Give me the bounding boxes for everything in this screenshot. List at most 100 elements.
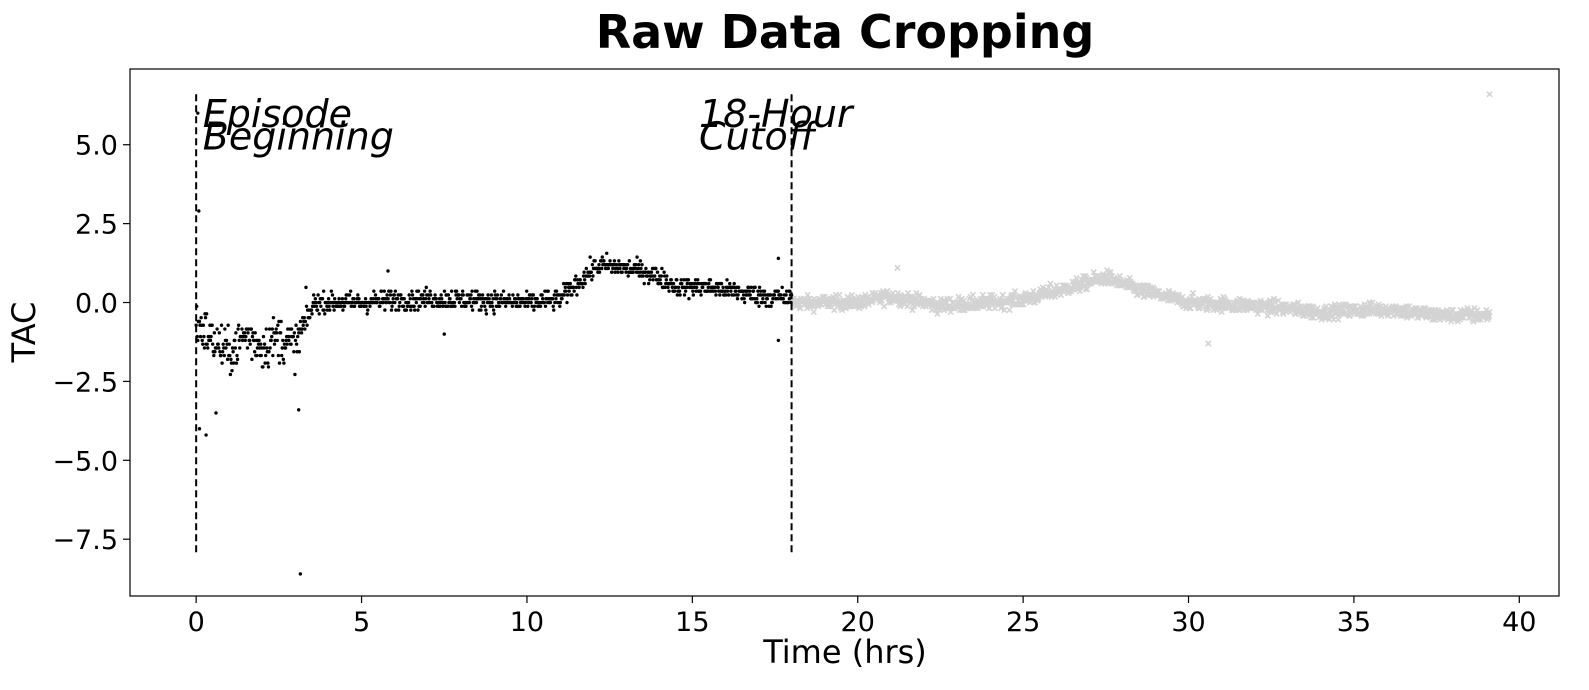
data-point-kept bbox=[264, 327, 268, 331]
data-point-kept bbox=[220, 361, 224, 365]
data-point-kept bbox=[707, 281, 711, 286]
data-point-kept bbox=[591, 274, 595, 278]
data-point-kept bbox=[227, 342, 231, 346]
data-point-cropped bbox=[934, 310, 941, 318]
data-point-kept bbox=[614, 262, 619, 267]
data-point-kept bbox=[675, 293, 680, 297]
data-point-kept bbox=[612, 259, 617, 263]
data-point-kept bbox=[428, 293, 433, 297]
data-point-kept bbox=[719, 281, 724, 286]
data-point-kept bbox=[529, 297, 534, 301]
data-point-kept bbox=[564, 289, 568, 293]
data-point-kept bbox=[289, 342, 293, 346]
data-point-kept bbox=[492, 289, 497, 293]
data-point-kept bbox=[784, 293, 788, 297]
data-point-kept bbox=[402, 297, 406, 301]
data-point-kept bbox=[234, 331, 238, 335]
data-point-kept bbox=[749, 285, 753, 290]
data-point-kept bbox=[294, 323, 298, 327]
data-point-cropped bbox=[1483, 306, 1490, 314]
x-axis: 0 5 10 15 20 25 30 35 40 bbox=[188, 596, 1536, 638]
data-point-kept bbox=[757, 304, 761, 309]
data-point-cropped bbox=[1140, 293, 1148, 301]
chart-title: Raw Data Cropping bbox=[596, 5, 1095, 59]
data-point-kept bbox=[483, 304, 487, 309]
data-point-kept bbox=[497, 300, 501, 305]
data-point-kept bbox=[276, 353, 281, 358]
data-point-kept bbox=[526, 304, 530, 309]
data-point-kept bbox=[665, 274, 669, 278]
data-point-kept bbox=[383, 308, 387, 312]
data-point-kept bbox=[696, 278, 700, 282]
data-point-cropped bbox=[1011, 287, 1019, 295]
data-point-kept bbox=[270, 327, 275, 331]
data-point-kept bbox=[279, 353, 284, 358]
data-point-kept bbox=[365, 312, 369, 316]
data-point-kept bbox=[285, 342, 289, 346]
data-point-kept bbox=[590, 278, 594, 282]
data-point-kept bbox=[653, 274, 657, 278]
data-point-cropped bbox=[797, 305, 804, 312]
data-point-kept bbox=[644, 266, 648, 271]
data-point-kept bbox=[298, 572, 303, 576]
data-point-kept bbox=[238, 346, 242, 350]
data-point-kept bbox=[287, 338, 291, 343]
data-point-kept bbox=[263, 361, 267, 365]
data-point-kept bbox=[507, 293, 511, 297]
data-point-kept bbox=[243, 331, 247, 335]
data-point-kept bbox=[673, 285, 678, 290]
data-point-kept bbox=[252, 350, 257, 354]
data-point-kept bbox=[442, 332, 446, 336]
data-point-kept bbox=[475, 289, 479, 293]
data-point-kept bbox=[231, 350, 235, 354]
data-point-kept bbox=[515, 300, 519, 305]
data-point-cropped bbox=[1006, 306, 1013, 314]
data-point-kept bbox=[197, 427, 202, 431]
data-point-kept bbox=[250, 357, 254, 362]
data-point-kept bbox=[497, 304, 502, 309]
data-point-kept bbox=[389, 289, 393, 293]
data-point-kept bbox=[701, 285, 705, 290]
data-point-kept bbox=[755, 297, 759, 301]
data-point-kept bbox=[388, 300, 392, 305]
data-point-kept bbox=[611, 266, 615, 271]
data-point-kept bbox=[574, 285, 579, 290]
x-tick-label: 0 bbox=[188, 607, 205, 638]
data-point-kept bbox=[275, 331, 279, 335]
data-point-kept bbox=[761, 297, 765, 301]
data-point-kept bbox=[277, 361, 282, 365]
data-point-kept bbox=[218, 350, 222, 354]
data-point-kept bbox=[408, 297, 412, 301]
data-point-kept bbox=[209, 334, 213, 339]
data-point-kept bbox=[407, 293, 411, 297]
x-tick-label: 20 bbox=[841, 607, 875, 638]
data-point-kept bbox=[552, 293, 556, 297]
data-point-kept bbox=[297, 408, 301, 412]
data-point-kept bbox=[678, 293, 682, 297]
data-point-kept bbox=[418, 304, 422, 309]
vline-label: Episode bbox=[203, 92, 352, 136]
data-point-kept bbox=[245, 346, 250, 350]
data-point-kept bbox=[725, 289, 730, 293]
data-point-kept bbox=[342, 304, 347, 309]
data-point-kept bbox=[292, 331, 297, 335]
data-point-kept bbox=[198, 334, 203, 339]
data-point-kept bbox=[550, 297, 555, 301]
data-point-kept bbox=[523, 304, 527, 309]
data-point-kept bbox=[412, 304, 416, 309]
data-point-kept bbox=[481, 300, 486, 305]
data-point-kept bbox=[217, 346, 221, 350]
data-point-kept bbox=[282, 361, 286, 365]
data-point-kept bbox=[582, 270, 586, 274]
data-point-kept bbox=[304, 304, 309, 309]
data-point-kept bbox=[763, 300, 767, 305]
data-point-kept bbox=[222, 353, 227, 358]
data-point-kept bbox=[452, 300, 457, 305]
data-point-kept bbox=[748, 293, 752, 297]
data-point-kept bbox=[679, 278, 683, 282]
data-point-cropped bbox=[831, 306, 838, 314]
data-point-cropped bbox=[969, 291, 977, 299]
data-point-kept bbox=[427, 297, 431, 301]
data-point-kept bbox=[326, 297, 331, 301]
data-point-kept bbox=[787, 297, 792, 301]
